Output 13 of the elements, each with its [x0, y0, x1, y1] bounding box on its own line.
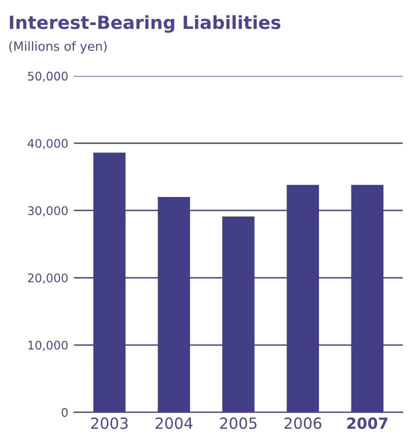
y-tick-label: 40,000: [28, 138, 68, 150]
chart-subtitle: (Millions of yen): [9, 41, 107, 54]
y-tick-label: 10,000: [28, 340, 68, 351]
y-tick-label: 20,000: [28, 273, 68, 284]
x-tick-label: 2004: [156, 417, 192, 429]
y-tick-label: 30,000: [28, 206, 68, 216]
y-tick-label: 50,000: [28, 72, 68, 82]
y-tick-label: 0: [62, 408, 68, 417]
x-tick-label: 2006: [284, 417, 322, 429]
x-tick-label: 2007: [347, 417, 388, 429]
x-tick-label: 2005: [220, 417, 256, 429]
chart-title: Interest-Bearing Liabilities: [10, 15, 280, 33]
x-tick-label: 2003: [91, 417, 128, 429]
